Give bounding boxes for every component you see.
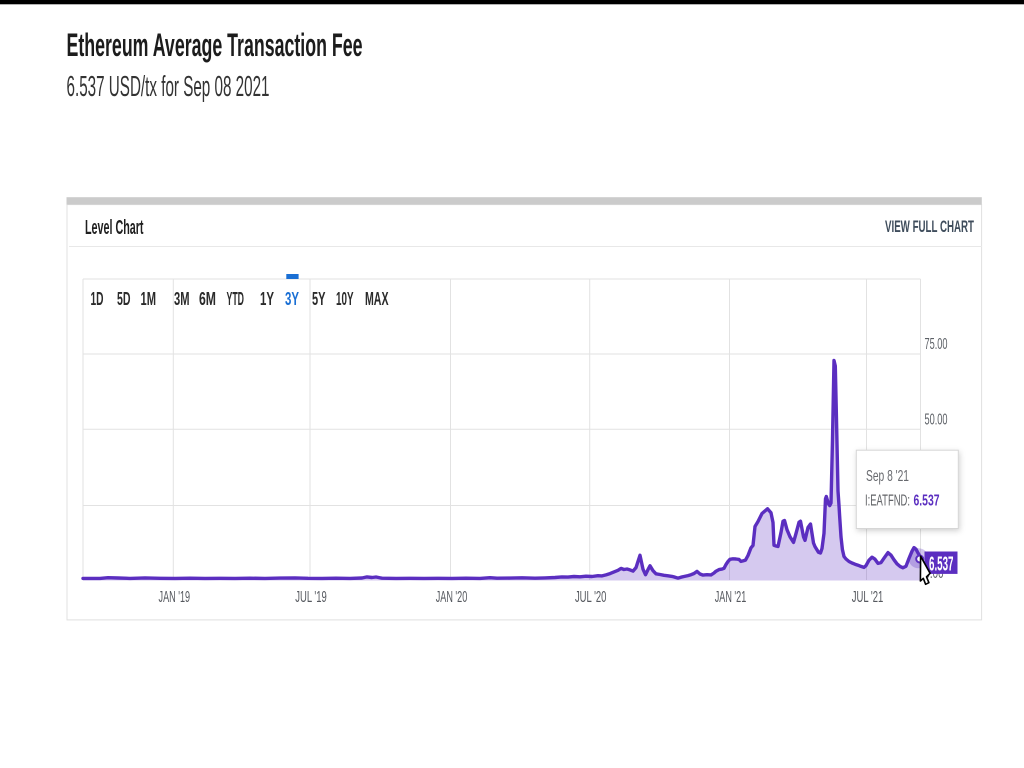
- svg-text:JAN '19: JAN '19: [159, 589, 191, 606]
- svg-text:Ethereum Average Transaction F: Ethereum Average Transaction Fee: [67, 27, 363, 63]
- svg-text:5D: 5D: [117, 289, 131, 309]
- svg-text:1Y: 1Y: [260, 289, 274, 309]
- svg-text:Level Chart: Level Chart: [85, 217, 144, 239]
- svg-text:1M: 1M: [141, 289, 157, 309]
- svg-text:10Y: 10Y: [336, 289, 354, 309]
- svg-text:6M: 6M: [199, 289, 216, 309]
- svg-text:6.537 USD/tx for Sep 08 2021: 6.537 USD/tx for Sep 08 2021: [67, 71, 270, 103]
- svg-text:VIEW FULL CHART: VIEW FULL CHART: [885, 217, 974, 236]
- svg-text:JUL '20: JUL '20: [575, 589, 607, 606]
- svg-text:I:EATFND:: I:EATFND:: [865, 493, 910, 510]
- svg-text:MAX: MAX: [365, 289, 389, 309]
- svg-text:3M: 3M: [174, 289, 190, 309]
- svg-text:1D: 1D: [91, 289, 104, 309]
- svg-text:6.537: 6.537: [929, 553, 954, 575]
- svg-text:JAN '20: JAN '20: [436, 589, 468, 606]
- svg-text:YTD: YTD: [227, 289, 245, 309]
- svg-text:JAN '21: JAN '21: [715, 589, 747, 606]
- svg-text:3Y: 3Y: [285, 289, 299, 309]
- svg-text:50.00: 50.00: [925, 412, 948, 429]
- svg-text:JUL '21: JUL '21: [852, 589, 884, 606]
- svg-text:Sep 8 '21: Sep 8 '21: [866, 468, 909, 485]
- svg-text:JUL '19: JUL '19: [295, 589, 327, 606]
- svg-text:75.00: 75.00: [925, 336, 948, 353]
- svg-text:5Y: 5Y: [312, 289, 326, 309]
- svg-text:6.537: 6.537: [914, 493, 940, 510]
